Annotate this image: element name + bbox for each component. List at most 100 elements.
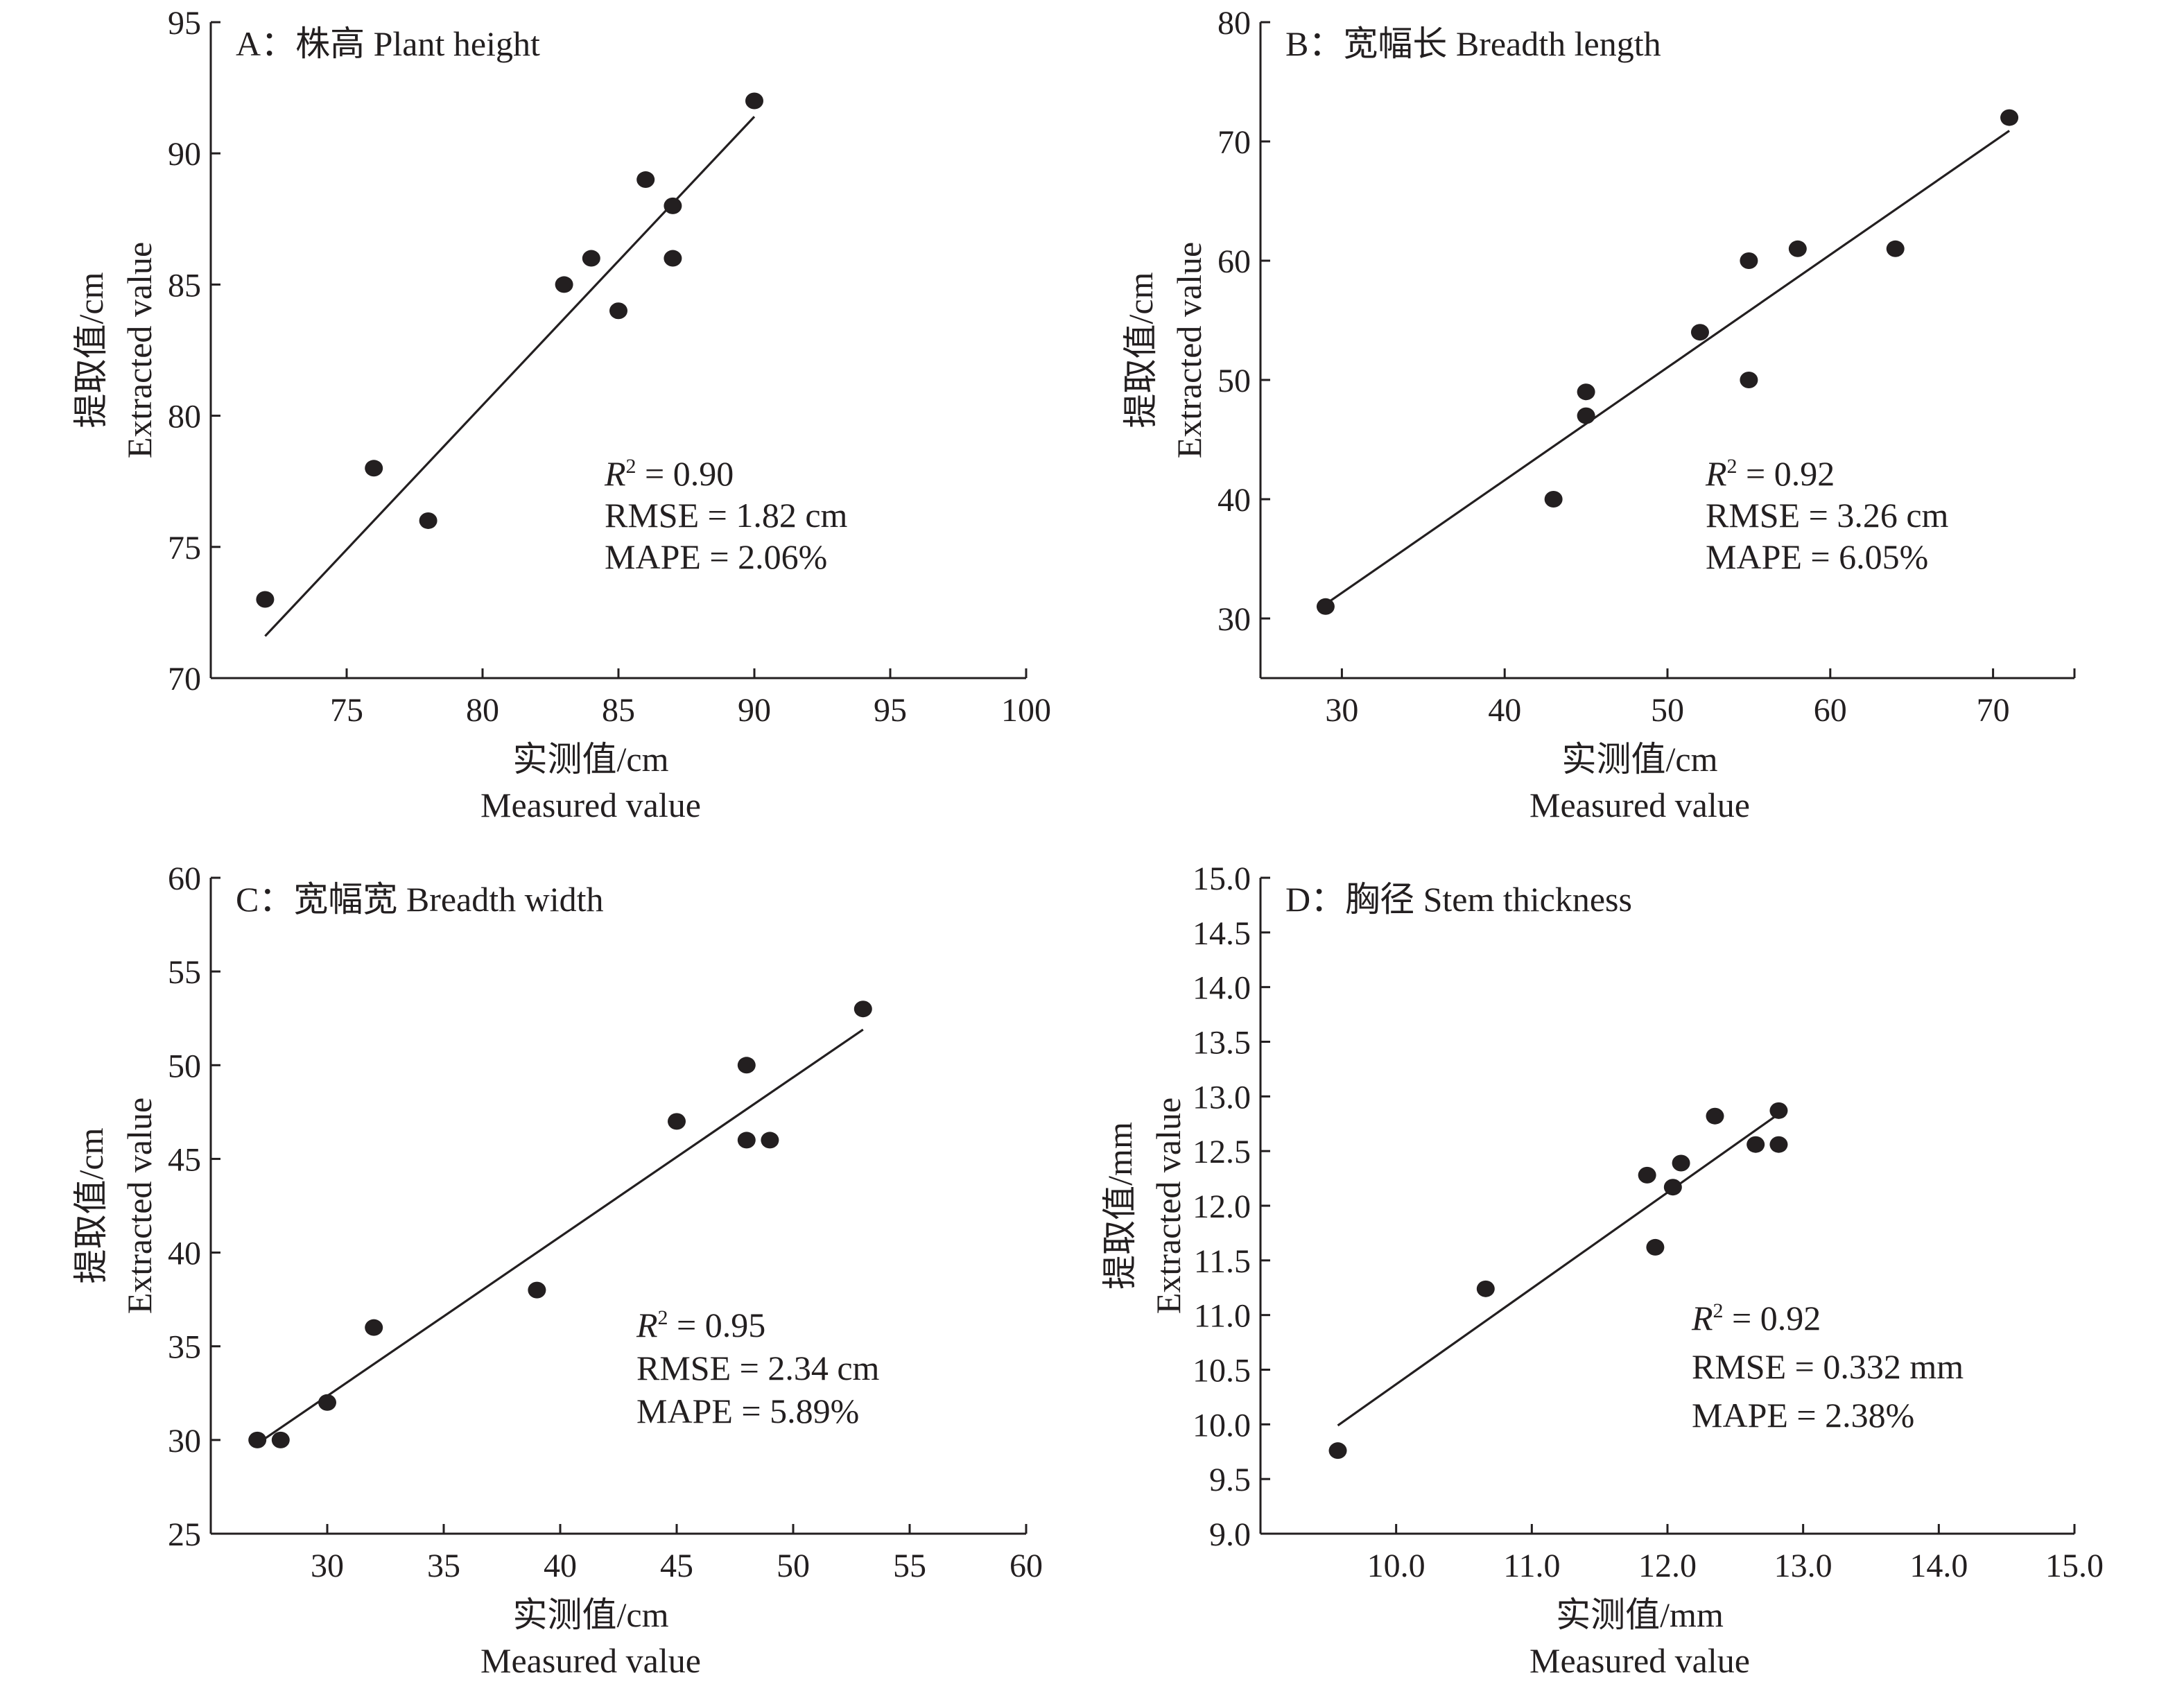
- y-axis-subtitle: Extracted value: [120, 242, 159, 458]
- data-point: [664, 250, 682, 267]
- rmse-label: RMSE = 0.332 mm: [1692, 1347, 1964, 1386]
- y-tick-label: 70: [168, 661, 201, 698]
- panel-title: B：宽幅长 Breadth length: [1285, 24, 1661, 63]
- data-point: [636, 171, 655, 189]
- y-tick-label: 13.5: [1193, 1025, 1251, 1062]
- x-tick-label: 70: [1977, 692, 2010, 729]
- r-symbol: R: [636, 1306, 658, 1344]
- y-tick-label: 15.0: [1193, 860, 1251, 897]
- data-point: [555, 276, 573, 293]
- data-point: [1747, 1136, 1765, 1153]
- data-point: [528, 1281, 546, 1299]
- x-tick-label: 12.0: [1638, 1548, 1697, 1584]
- y-tick-label: 11.0: [1194, 1298, 1251, 1335]
- y-tick-label: 12.5: [1193, 1134, 1251, 1170]
- data-point: [2000, 109, 2019, 126]
- x-tick-label: 11.0: [1503, 1548, 1560, 1584]
- x-tick-label: 50: [777, 1548, 810, 1584]
- data-point: [1706, 1107, 1724, 1125]
- r-symbol: R: [1705, 454, 1727, 493]
- y-tick-label: 50: [168, 1048, 201, 1084]
- y-axis-title: 提取值/cm: [1121, 272, 1160, 428]
- data-point: [1577, 407, 1595, 424]
- data-point: [1672, 1154, 1690, 1172]
- data-point: [664, 197, 682, 214]
- y-tick-label: 80: [168, 399, 201, 435]
- r-superscript: 2: [626, 455, 636, 478]
- data-point: [1769, 1136, 1788, 1153]
- x-tick-label: 50: [1651, 692, 1684, 729]
- x-tick-label: 30: [1325, 692, 1358, 729]
- y-axis-title: 提取值/cm: [71, 1127, 110, 1283]
- data-point: [1638, 1166, 1656, 1184]
- panel-c: 25 30 35 40 45 50 55 60 30 35 40 45 50 55 60 C：宽幅宽 Brea…: [71, 860, 1043, 1680]
- data-point: [318, 1394, 336, 1411]
- x-tick-label: 40: [544, 1548, 577, 1584]
- x-axis-subtitle: Measured value: [1529, 1641, 1750, 1680]
- panel-title: C：宽幅宽 Breadth width: [236, 880, 604, 919]
- data-point: [1690, 324, 1709, 341]
- data-point: [1316, 598, 1335, 615]
- mape-label: MAPE = 5.89%: [636, 1392, 859, 1430]
- data-point: [609, 302, 627, 320]
- y-tick-label: 10.5: [1193, 1353, 1251, 1389]
- data-point: [1646, 1238, 1665, 1256]
- y-tick-label: 45: [168, 1141, 201, 1178]
- r-squared-label: R2 = 0.92: [1705, 454, 1835, 493]
- data-point: [1740, 372, 1758, 388]
- x-tick-label: 75: [330, 692, 363, 729]
- y-tick-label: 95: [168, 5, 201, 42]
- x-tick-label: 80: [466, 692, 499, 729]
- data-point: [1886, 240, 1905, 257]
- panel-title: A：株高 Plant height: [236, 24, 540, 63]
- x-tick-label: 95: [874, 692, 907, 729]
- rmse-label: RMSE = 2.34 cm: [636, 1349, 880, 1387]
- x-tick-label: 60: [1814, 692, 1847, 729]
- r-symbol: R: [604, 454, 626, 493]
- y-axis-subtitle: Extracted value: [1170, 242, 1208, 458]
- x-axis-title: 实测值/cm: [513, 740, 669, 779]
- rmse-label: RMSE = 1.82 cm: [605, 496, 848, 535]
- x-tick-label: 35: [427, 1548, 460, 1584]
- r-squared-value: = 0.95: [668, 1306, 766, 1344]
- data-point: [737, 1057, 756, 1074]
- data-point: [737, 1132, 756, 1149]
- x-tick-label: 90: [738, 692, 771, 729]
- data-point: [745, 92, 763, 110]
- y-tick-label: 14.0: [1193, 970, 1251, 1007]
- x-axis-subtitle: Measured value: [1529, 786, 1750, 824]
- y-tick-label: 10.0: [1193, 1407, 1251, 1444]
- panel-b: 30 40 50 60 70 80 30 40 50 60 70 B：宽幅长 Breadth leng…: [1121, 5, 2076, 824]
- y-axis-subtitle: Extracted value: [1149, 1098, 1188, 1314]
- x-tick-label: 15.0: [2045, 1548, 2104, 1584]
- r-superscript: 2: [1727, 455, 1737, 478]
- data-point: [1577, 383, 1595, 401]
- x-tick-label: 60: [1009, 1548, 1043, 1584]
- data-point: [1476, 1280, 1495, 1297]
- y-axis-title: 提取值/mm: [1100, 1122, 1139, 1290]
- y-tick-label: 35: [168, 1329, 201, 1366]
- x-axis-subtitle: Measured value: [480, 1641, 701, 1680]
- data-point: [271, 1431, 290, 1448]
- r-squared-value: = 0.92: [1724, 1299, 1821, 1337]
- regression-line: [1337, 1113, 1780, 1427]
- x-tick-label: 55: [893, 1548, 926, 1584]
- data-point: [1788, 240, 1807, 257]
- y-tick-label: 14.5: [1193, 915, 1251, 952]
- x-tick-label: 14.0: [1909, 1548, 1968, 1584]
- y-tick-label: 13.0: [1193, 1079, 1251, 1116]
- y-tick-label: 85: [168, 267, 201, 304]
- data-point: [1769, 1102, 1788, 1119]
- x-axis-title: 实测值/mm: [1556, 1595, 1724, 1634]
- r-superscript: 2: [1713, 1299, 1724, 1322]
- data-point: [419, 512, 437, 529]
- mape-label: MAPE = 2.38%: [1692, 1396, 1914, 1435]
- rmse-label: RMSE = 3.26 cm: [1706, 496, 1949, 535]
- y-tick-label: 9.0: [1209, 1516, 1251, 1553]
- x-axis-title: 实测值/cm: [513, 1595, 669, 1634]
- x-tick-label: 40: [1488, 692, 1521, 729]
- regression-line: [257, 1028, 864, 1445]
- r-squared-label: R2 = 0.90: [604, 454, 734, 493]
- y-tick-label: 9.5: [1209, 1462, 1251, 1498]
